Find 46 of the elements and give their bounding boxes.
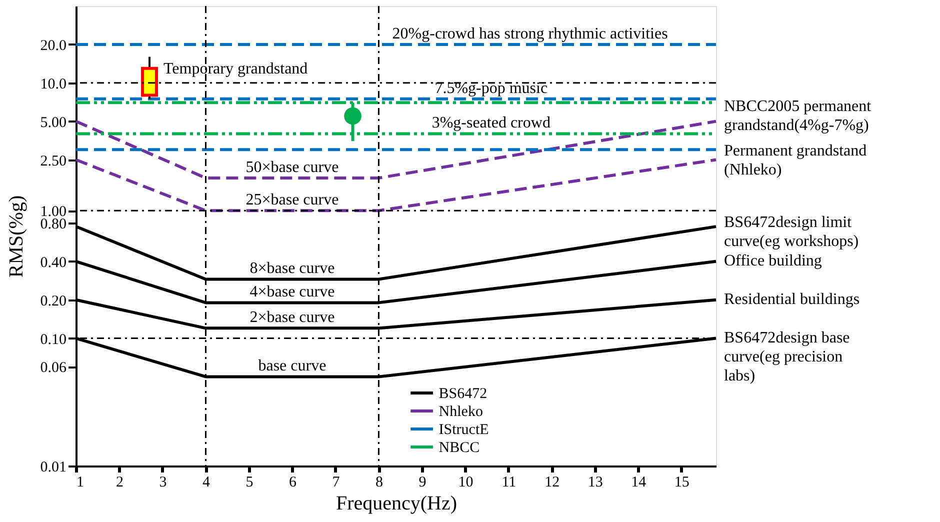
x-axis-title: Frequency(Hz): [336, 492, 458, 514]
x-tick-label: 10: [458, 474, 474, 490]
annotation: 8×base curve: [250, 260, 335, 278]
annotation: BS6472design base curve(eg precision labs): [724, 329, 850, 384]
y-tick-label: 2.50: [40, 153, 66, 170]
annotation: 25×base curve: [246, 192, 339, 209]
x-tick-label: 1: [76, 474, 84, 490]
x-tick-label: 15: [674, 474, 690, 490]
x-tick-label: 4: [202, 474, 210, 490]
annotation: 20%g-crowd has strong rhythmic activities: [392, 25, 668, 42]
y-tick-label: 20.0: [40, 38, 66, 54]
y-tick-label: 0.80: [40, 216, 66, 232]
x-tick-label: 7: [332, 474, 340, 490]
x-tick-label: 12: [544, 474, 560, 490]
x-tick-label: 14: [631, 474, 647, 490]
x-tick-label: 8: [375, 474, 383, 490]
x-tick-label: 13: [588, 474, 603, 490]
x-tick-label: 11: [502, 474, 516, 490]
legend-label: IStructE: [438, 422, 489, 438]
y-tick-label: 0.20: [40, 293, 66, 310]
x-tick-label: 2: [116, 474, 124, 490]
y-axis-title: RMS(%g): [5, 195, 28, 278]
annotation: NBCC2005 permanent grandstand(4%g-7%g): [724, 98, 872, 134]
y-tick-label: 0.01: [40, 460, 66, 476]
legend-label: BS6472: [438, 386, 488, 402]
y-tick-label: 0.06: [40, 360, 67, 376]
y-tick-label: 10.0: [40, 76, 66, 92]
annotation: Residential buildings: [724, 290, 860, 308]
x-tick-label: 3: [159, 474, 167, 490]
annotation: base curve: [258, 358, 326, 375]
y-tick-label: 0.40: [40, 254, 66, 271]
x-tick-label: 5: [246, 474, 254, 490]
annotation: 3%g-seated crowd: [432, 114, 550, 132]
y-tick-label: 5.00: [40, 114, 66, 131]
x-tick-label: 6: [288, 474, 297, 490]
legend-label: Nhleko: [438, 404, 483, 420]
annotation: 50×base curve: [246, 158, 339, 176]
legend-label: NBCC: [438, 440, 480, 456]
annotation: 2×base curve: [250, 309, 335, 326]
annotation: Temporary grandstand: [164, 60, 308, 78]
y-tick-label: 0.10: [40, 332, 66, 348]
annotation: Office building: [724, 252, 822, 270]
annotation: 4×base curve: [250, 284, 335, 301]
annotation: BS6472design limit curve(eg workshops): [724, 214, 859, 250]
x-tick-label: 9: [418, 474, 426, 490]
annotation: Permanent grandstand (Nhleko): [724, 142, 867, 179]
